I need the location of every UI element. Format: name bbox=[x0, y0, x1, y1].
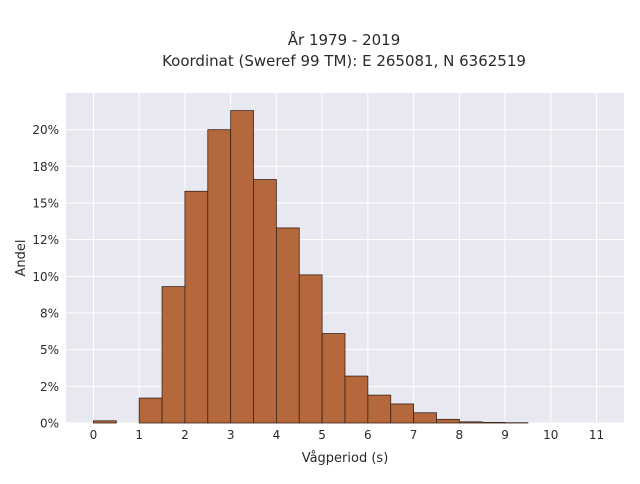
y-tick-label: 0% bbox=[40, 417, 59, 431]
histogram-bar bbox=[185, 191, 208, 423]
histogram-bar bbox=[414, 413, 437, 423]
histogram-bar bbox=[93, 421, 116, 423]
x-tick-label: 5 bbox=[318, 428, 326, 442]
chart-subtitle: Koordinat (Sweref 99 TM): E 265081, N 63… bbox=[162, 52, 526, 70]
x-tick-label: 2 bbox=[181, 428, 189, 442]
x-tick-label: 8 bbox=[456, 428, 464, 442]
histogram-bar bbox=[276, 228, 299, 423]
y-axis-label: Andel bbox=[14, 240, 29, 277]
y-tick-label: 12% bbox=[32, 233, 59, 247]
x-tick-label: 11 bbox=[589, 428, 604, 442]
histogram-bar bbox=[299, 275, 322, 423]
x-tick-label: 10 bbox=[543, 428, 558, 442]
x-tick-label: 1 bbox=[135, 428, 143, 442]
histogram-bar bbox=[391, 404, 414, 423]
histogram-bar bbox=[368, 395, 391, 423]
x-tick-label: 6 bbox=[364, 428, 372, 442]
x-tick-label: 3 bbox=[227, 428, 235, 442]
x-tick-label: 9 bbox=[501, 428, 509, 442]
histogram-bar bbox=[254, 180, 277, 423]
histogram-bar bbox=[231, 111, 254, 423]
y-tick-label: 5% bbox=[40, 343, 59, 357]
y-tick-label: 8% bbox=[40, 307, 59, 321]
x-tick-labels: 0 1 2 3 4 5 6 7 8 9 10 11 bbox=[90, 428, 605, 442]
histogram-bar bbox=[459, 422, 482, 423]
histogram-bar bbox=[482, 422, 505, 423]
histogram-bar bbox=[139, 398, 162, 423]
histogram-bar bbox=[345, 376, 368, 423]
x-axis-label: Vågperiod (s) bbox=[302, 451, 389, 466]
y-tick-label: 10% bbox=[32, 270, 59, 284]
histogram-bar bbox=[436, 419, 459, 423]
chart-title: År 1979 - 2019 bbox=[288, 30, 401, 49]
histogram-bar bbox=[162, 287, 185, 423]
y-tick-label: 2% bbox=[40, 380, 59, 394]
x-tick-label: 7 bbox=[410, 428, 418, 442]
y-tick-label: 15% bbox=[32, 197, 59, 211]
histogram-bar bbox=[322, 334, 345, 423]
x-tick-label: 4 bbox=[273, 428, 281, 442]
y-tick-labels: 0% 2% 5% 8% 10% 12% 15% 18% 20% bbox=[32, 123, 59, 430]
x-tick-label: 0 bbox=[90, 428, 98, 442]
y-tick-label: 20% bbox=[32, 123, 59, 137]
y-tick-label: 18% bbox=[32, 160, 59, 174]
histogram-bar bbox=[208, 130, 231, 423]
